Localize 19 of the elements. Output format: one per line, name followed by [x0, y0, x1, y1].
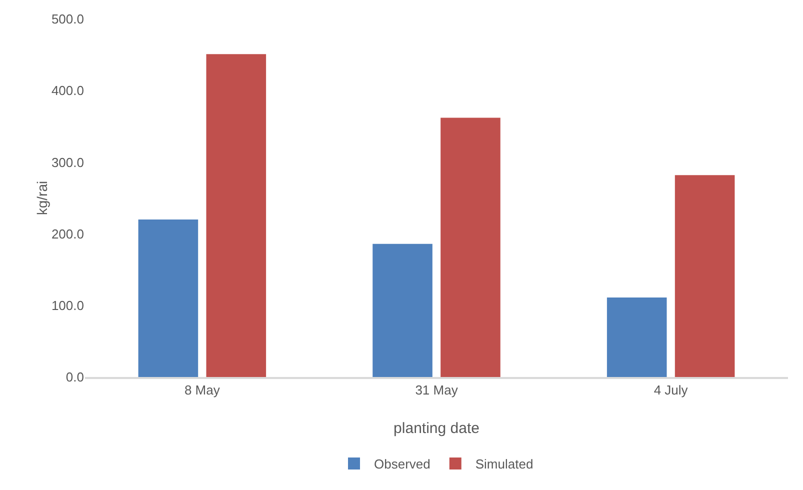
- x-axis-title: planting date: [394, 420, 480, 437]
- bar: [674, 175, 735, 377]
- bar: [372, 244, 432, 377]
- y-tick-label: 0.0: [66, 370, 84, 385]
- y-axis-title: kg/rai: [34, 180, 50, 216]
- y-tick-label: 400.0: [51, 83, 84, 98]
- x-tick-label: 4 July: [654, 382, 688, 398]
- y-tick-label: 100.0: [51, 298, 84, 313]
- bar: [206, 54, 266, 377]
- legend-label: Simulated: [475, 456, 534, 472]
- bar: [138, 219, 198, 377]
- legend-label: Observed: [374, 456, 430, 472]
- y-tick-label: 200.0: [51, 226, 84, 242]
- bar: [606, 298, 667, 377]
- x-tick-label: 31 May: [415, 382, 458, 398]
- bar: [440, 118, 500, 377]
- y-tick-label: 500.0: [51, 12, 84, 27]
- y-tick-label: 300.0: [51, 154, 84, 170]
- x-tick-label: 8 May: [184, 382, 220, 398]
